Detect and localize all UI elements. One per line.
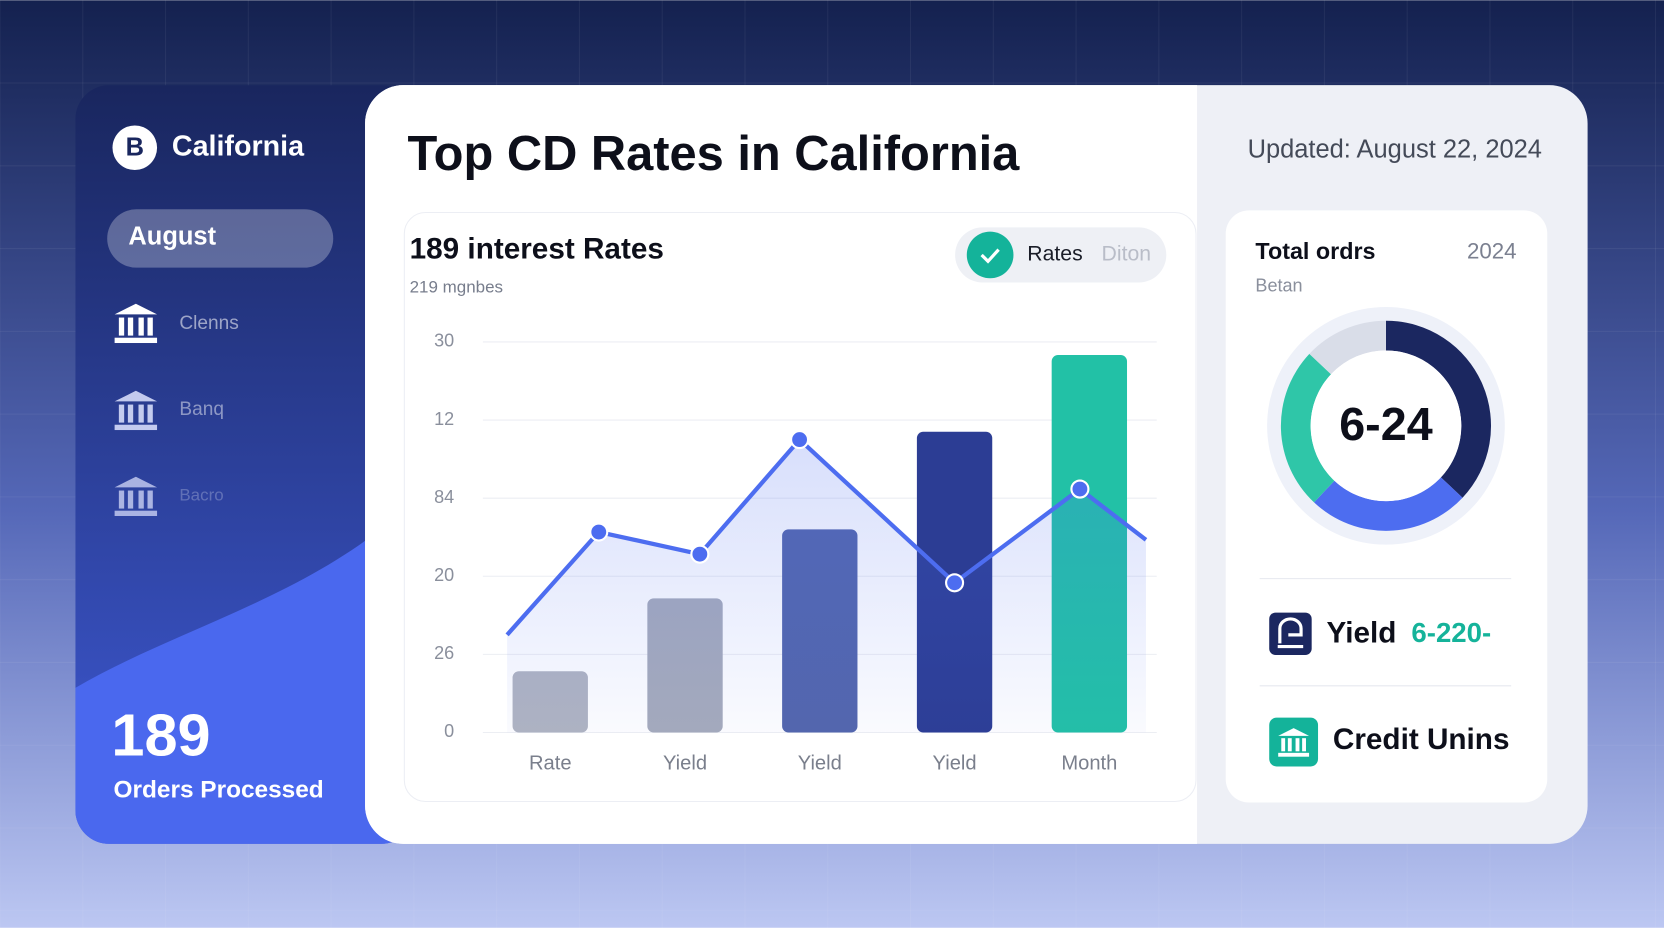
donut-subtitle: Betan: [1255, 276, 1302, 296]
nav-active[interactable]: [107, 209, 334, 268]
line-area: [507, 439, 1146, 733]
brand-initial: B: [126, 134, 144, 162]
y-tick-label: 12: [434, 409, 454, 429]
y-tick-label: 20: [434, 565, 454, 585]
plot: 0 26 20 84 12 30 Rate Yield Yield Yield Month: [434, 331, 1157, 775]
brand-logo: [112, 125, 158, 171]
x-tick-label: Yield: [798, 753, 842, 775]
nav-label[interactable]: Banq: [179, 399, 224, 420]
y-tick-label: 26: [434, 643, 454, 663]
summary-label: Credit Unins: [1333, 723, 1510, 756]
nav-item[interactable]: Bacro: [114, 476, 224, 516]
nav-active-label[interactable]: August: [128, 223, 216, 251]
y-tick-label: 30: [434, 331, 454, 351]
donut-center: 6-24: [1339, 398, 1432, 450]
line-point: [945, 573, 965, 593]
nav-label[interactable]: Bacro: [179, 485, 223, 504]
summary-value: 6-220-: [1411, 617, 1491, 648]
x-tick-label: Yield: [933, 753, 977, 775]
summary-label: Yield: [1327, 617, 1397, 650]
y-tick-label: 0: [444, 721, 454, 741]
donut-hole: [1310, 350, 1462, 502]
sidebar: [75, 85, 415, 844]
donut-title: Total ordrs: [1255, 238, 1375, 264]
donut-segment: [1385, 320, 1492, 498]
credit-icon: [1269, 717, 1319, 767]
legend-label[interactable]: Rates: [1027, 243, 1082, 266]
legend-check[interactable]: [966, 231, 1014, 279]
donut-segment: [1314, 477, 1463, 531]
nav-item[interactable]: Banq: [114, 390, 224, 431]
line-point: [589, 522, 609, 542]
chart-title: 189 interest Rates: [410, 233, 664, 266]
updated-date: Updated: August 22, 2024: [1248, 136, 1542, 164]
page-title: Top CD Rates in California: [408, 127, 1021, 181]
chart-subtitle: 219 mgnbes: [410, 277, 503, 296]
stat-value: 189: [111, 702, 210, 769]
donut-segment: [1309, 320, 1386, 375]
legend-label[interactable]: Diton: [1102, 243, 1152, 266]
donut-year: 2024: [1467, 239, 1517, 264]
x-tick-label: Rate: [529, 753, 572, 775]
donut-segment: [1280, 353, 1335, 503]
sidebar-wave: [75, 499, 415, 844]
line-point: [790, 430, 810, 450]
y-tick-label: 84: [434, 487, 454, 507]
x-tick-label: Yield: [663, 753, 707, 775]
brand-name: California: [172, 130, 305, 162]
check-icon: [980, 248, 1000, 264]
line-point: [1070, 479, 1090, 499]
nav-label[interactable]: Clenns: [179, 313, 238, 334]
line-point: [690, 544, 710, 564]
x-tick-label: Month: [1061, 753, 1117, 775]
yield-glyph: [1277, 617, 1304, 649]
stat-label: Orders Processed: [114, 776, 324, 803]
donut: [1280, 320, 1492, 531]
nav-item[interactable]: Clenns: [114, 303, 239, 344]
